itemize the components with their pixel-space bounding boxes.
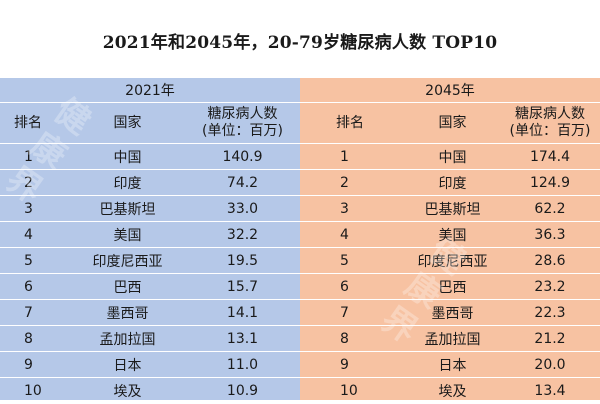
table-row: 5 印度尼西亚 19.5 (0, 247, 300, 274)
header-value: 糖尿病人数 (单位：百万) (185, 102, 300, 144)
table-row: 7 墨西哥 22.3 (300, 299, 600, 326)
value-cell: 22.3 (500, 299, 600, 326)
value-cell: 19.5 (185, 247, 300, 274)
header-value-line1: 糖尿病人数 (207, 106, 278, 122)
rank-cell: 8 (0, 325, 70, 352)
value-cell: 23.2 (500, 273, 600, 300)
table-row: 9 日本 11.0 (0, 351, 300, 378)
rank-cell: 7 (0, 299, 70, 326)
country-cell: 巴基斯坦 (70, 195, 185, 222)
value-cell: 36.3 (500, 221, 600, 248)
table-row: 1 中国 140.9 (0, 143, 300, 170)
table-year-heading: 2045年 (300, 78, 600, 103)
country-cell: 印度 (70, 169, 185, 196)
rank-cell: 5 (0, 247, 70, 274)
table-row: 8 孟加拉国 13.1 (0, 325, 300, 352)
value-cell: 174.4 (500, 143, 600, 170)
country-cell: 中国 (405, 143, 500, 170)
table-body: 1 中国 174.4 2 印度 124.9 3 巴基斯坦 62.2 4 美国 36.3 5 印度尼西亚 28… (300, 143, 600, 404)
value-cell: 32.2 (185, 221, 300, 248)
table-row: 9 日本 20.0 (300, 351, 600, 378)
value-cell: 28.6 (500, 247, 600, 274)
rank-cell: 4 (0, 221, 70, 248)
header-value: 糖尿病人数 (单位：百万) (500, 102, 600, 144)
country-cell: 墨西哥 (405, 299, 500, 326)
table-row: 5 印度尼西亚 28.6 (300, 247, 600, 274)
rank-cell: 6 (0, 273, 70, 300)
rank-cell: 8 (300, 325, 405, 352)
header-value-line1: 糖尿病人数 (515, 106, 585, 122)
table-row: 1 中国 174.4 (300, 143, 600, 170)
table-2045: 2045年 排名 国家 糖尿病人数 (单位：百万) 1 中国 174.4 2 印度 124… (300, 78, 600, 404)
value-cell: 124.9 (500, 169, 600, 196)
rank-cell: 6 (300, 273, 405, 300)
rank-cell: 2 (300, 169, 405, 196)
value-cell: 62.2 (500, 195, 600, 222)
table-body: 1 中国 140.9 2 印度 74.2 3 巴基斯坦 33.0 4 美国 32.2 5 印度尼西亚 19.… (0, 143, 300, 404)
country-cell: 孟加拉国 (405, 325, 500, 352)
country-cell: 孟加拉国 (70, 325, 185, 352)
country-cell: 美国 (405, 221, 500, 248)
country-cell: 巴西 (70, 273, 185, 300)
table-2021: 2021年 排名 国家 糖尿病人数 (单位：百万) 1 中国 140.9 2 印度 74.… (0, 78, 300, 404)
rank-cell: 1 (300, 143, 405, 170)
page-title: 2021年和2045年，20-79岁糖尿病人数 TOP10 (102, 33, 498, 53)
table-row: 3 巴基斯坦 62.2 (300, 195, 600, 222)
table-row: 6 巴西 15.7 (0, 273, 300, 300)
header-country: 国家 (405, 102, 500, 144)
country-cell: 巴基斯坦 (405, 195, 500, 222)
value-cell: 140.9 (185, 143, 300, 170)
rank-cell: 2 (0, 169, 70, 196)
table-row: 2 印度 124.9 (300, 169, 600, 196)
table-row: 6 巴西 23.2 (300, 273, 600, 300)
value-cell: 11.0 (185, 351, 300, 378)
value-cell: 33.0 (185, 195, 300, 222)
header-value-line2: (单位：百万) (509, 123, 591, 139)
rank-cell: 9 (300, 351, 405, 378)
table-row: 4 美国 32.2 (0, 221, 300, 248)
rank-cell: 4 (300, 221, 405, 248)
value-cell: 74.2 (185, 169, 300, 196)
table-year-heading: 2021年 (0, 78, 300, 103)
value-cell: 15.7 (185, 273, 300, 300)
value-cell: 14.1 (185, 299, 300, 326)
table-row: 7 墨西哥 14.1 (0, 299, 300, 326)
rank-cell: 5 (300, 247, 405, 274)
header-rank: 排名 (0, 102, 70, 144)
country-cell: 巴西 (405, 273, 500, 300)
country-cell: 印度 (405, 169, 500, 196)
table-row: 4 美国 36.3 (300, 221, 600, 248)
tables-container: 2021年 排名 国家 糖尿病人数 (单位：百万) 1 中国 140.9 2 印度 74.… (0, 78, 600, 404)
country-cell: 印度尼西亚 (405, 247, 500, 274)
table-row: 2 印度 74.2 (0, 169, 300, 196)
country-cell: 中国 (70, 143, 185, 170)
rank-cell: 1 (0, 143, 70, 170)
table-row: 3 巴基斯坦 33.0 (0, 195, 300, 222)
country-cell: 墨西哥 (70, 299, 185, 326)
header-rank: 排名 (300, 102, 405, 144)
country-cell: 美国 (70, 221, 185, 248)
table-row: 8 孟加拉国 21.2 (300, 325, 600, 352)
rank-cell: 9 (0, 351, 70, 378)
country-cell: 日本 (405, 351, 500, 378)
header-value-line2: (单位：百万) (202, 123, 283, 139)
value-cell: 13.1 (185, 325, 300, 352)
rank-cell: 3 (0, 195, 70, 222)
header-country: 国家 (70, 102, 185, 144)
value-cell: 20.0 (500, 351, 600, 378)
rank-cell: 3 (300, 195, 405, 222)
country-cell: 日本 (70, 351, 185, 378)
country-cell: 印度尼西亚 (70, 247, 185, 274)
value-cell: 21.2 (500, 325, 600, 352)
rank-cell: 7 (300, 299, 405, 326)
